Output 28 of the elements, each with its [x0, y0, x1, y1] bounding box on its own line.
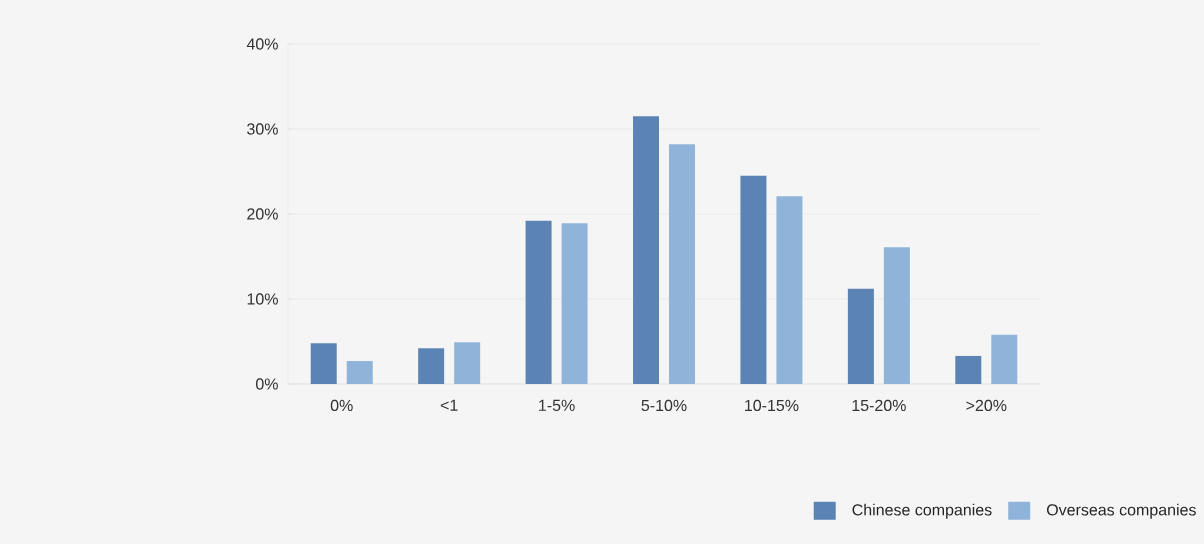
- bar: [310, 343, 337, 384]
- bar: [740, 175, 767, 384]
- x-tick-label: 0%: [330, 399, 353, 412]
- x-tick-label: <1: [440, 399, 458, 411]
- bar: [525, 220, 552, 384]
- x-tick-label: 15-20%: [852, 399, 906, 412]
- bar: [955, 355, 982, 384]
- bar: [418, 348, 445, 384]
- y-tick-label: 40%: [246, 38, 278, 50]
- legend-label: Chinese companies: [852, 503, 992, 519]
- x-tick-label: >20%: [966, 399, 1007, 412]
- legend-label: Overseas companies: [1046, 503, 1196, 519]
- x-tick-label: 5-10%: [641, 399, 687, 412]
- x-tick-label: 10-15%: [745, 399, 799, 412]
- x-tick-label: 1-5%: [539, 399, 575, 412]
- y-tick-label: 0%: [255, 378, 278, 390]
- bar: [847, 288, 874, 384]
- bar: [776, 196, 803, 384]
- bar: [883, 247, 910, 384]
- bar: [669, 144, 696, 384]
- y-tick-label: 30%: [247, 123, 278, 135]
- bar: [633, 116, 660, 384]
- y-tick-label: 20%: [247, 208, 278, 220]
- bar: [561, 223, 588, 384]
- y-tick-label: 10%: [247, 293, 278, 305]
- bar: [346, 361, 373, 384]
- bar: [454, 342, 481, 384]
- bar: [991, 334, 1018, 384]
